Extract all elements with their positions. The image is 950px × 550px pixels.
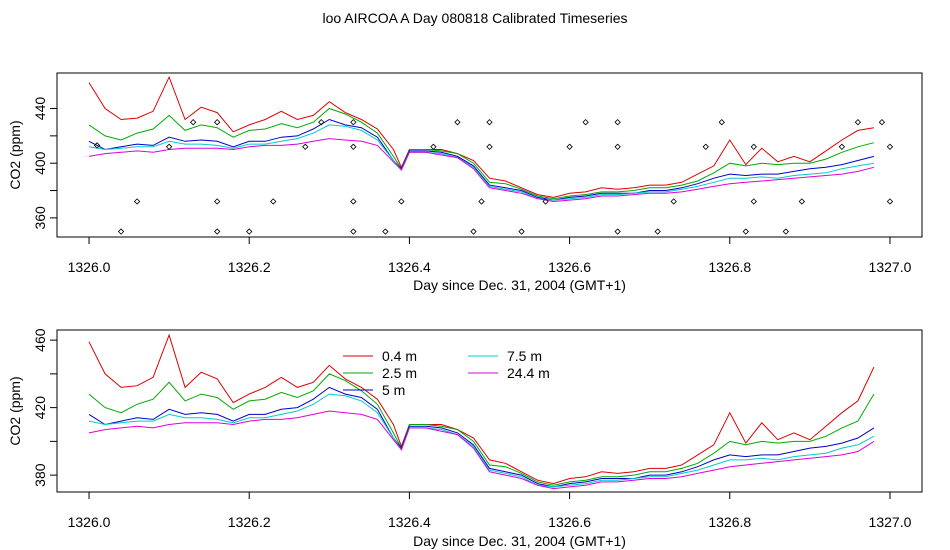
data-point — [270, 198, 277, 205]
data-point — [518, 228, 525, 235]
data-point — [165, 143, 173, 150]
data-point — [886, 198, 894, 205]
series-line-24-4-m — [88, 138, 875, 203]
legend-label: 7.5 m — [507, 348, 542, 364]
data-point — [398, 198, 405, 205]
data-point — [93, 142, 101, 149]
data-point — [486, 119, 493, 126]
x-tick-label: 1327.0 — [869, 259, 912, 275]
x-tick-label: 1327.0 — [869, 514, 912, 530]
data-point — [654, 228, 661, 235]
data-point — [350, 143, 357, 150]
series-line-7-5-m — [88, 124, 874, 201]
data-point — [133, 198, 141, 205]
x-tick-label: 1326.6 — [548, 514, 591, 530]
data-point — [718, 119, 725, 126]
data-point — [886, 143, 894, 150]
legend-label: 2.5 m — [382, 365, 417, 381]
series-line-7-5-m — [88, 393, 875, 488]
data-point — [302, 143, 309, 150]
data-point — [382, 228, 389, 235]
x-tick-label: 1326.2 — [228, 259, 271, 275]
data-point — [614, 228, 621, 235]
series-line-0-4-m — [88, 75, 874, 198]
data-point — [350, 198, 357, 205]
series-line-5-m — [88, 386, 875, 488]
x-tick-label: 1326.4 — [388, 259, 431, 275]
data-point — [117, 228, 125, 235]
x-tick-label: 1326.0 — [68, 514, 111, 530]
bottom-panel: 1326.0 1326.2 1326.4 1326.6 1326.8 1327.0 380 4… — [7, 328, 923, 549]
x-tick-label: 1326.8 — [708, 514, 751, 530]
data-point — [478, 198, 485, 205]
legend: 0.4 m2.5 m5 m 7.5 m24.4 m — [343, 348, 550, 398]
data-point — [486, 143, 493, 150]
data-point — [742, 228, 749, 235]
y-axis-label: CO2 (ppm) — [7, 376, 23, 445]
data-point — [214, 228, 221, 235]
legend-label: 5 m — [382, 382, 405, 398]
x-axis-label: Day since Dec. 31, 2004 (GMT+1) — [413, 533, 626, 549]
data-point — [854, 119, 862, 126]
plot-frame — [56, 72, 923, 238]
series-line-2-5-m — [88, 373, 875, 486]
data-point — [542, 198, 549, 205]
data-point — [470, 228, 477, 235]
x-tick-label: 1326.8 — [708, 259, 751, 275]
data-point — [454, 119, 461, 126]
data-point — [318, 119, 325, 126]
data-point — [750, 143, 757, 150]
data-point — [189, 119, 197, 126]
y-tick-label: 440 — [32, 97, 48, 121]
legend-label: 0.4 m — [382, 348, 417, 364]
data-point — [782, 228, 790, 235]
data-point — [582, 119, 589, 126]
legend-label: 24.4 m — [507, 365, 550, 381]
data-point — [614, 119, 621, 126]
x-tick-label: 1326.0 — [68, 259, 111, 275]
data-point — [214, 119, 221, 126]
y-tick-label: 420 — [32, 396, 48, 420]
x-tick-label: 1326.2 — [228, 514, 271, 530]
x-tick-label: 1326.6 — [548, 259, 591, 275]
series-line-2-5-m — [88, 107, 875, 200]
x-axis-label: Day since Dec. 31, 2004 (GMT+1) — [413, 277, 626, 293]
data-point — [798, 198, 806, 205]
page-title: loo AIRCOA A Day 080818 Calibrated Times… — [322, 10, 628, 26]
data-point — [246, 228, 253, 235]
y-tick-label: 360 — [32, 206, 48, 230]
y-tick-label: 400 — [32, 151, 48, 175]
series-line-0-4-m — [88, 333, 875, 485]
data-point — [670, 198, 677, 205]
y-tick-label: 460 — [32, 328, 48, 352]
data-point — [566, 143, 573, 150]
data-point — [702, 143, 709, 150]
data-point — [350, 119, 357, 126]
x-tick-label: 1326.4 — [388, 514, 431, 530]
plot-frame — [56, 329, 923, 493]
data-point — [350, 228, 357, 235]
top-panel: 1326.0 1326.2 1326.4 1326.6 1326.8 1327.0 360 4… — [7, 72, 923, 293]
series-line-24-4-m — [88, 410, 875, 490]
y-tick-label: 380 — [32, 463, 48, 487]
data-point — [214, 198, 221, 205]
data-point — [750, 198, 757, 205]
y-axis-label: CO2 (ppm) — [7, 120, 23, 189]
data-point — [878, 119, 886, 126]
series-line-5-m — [88, 118, 875, 201]
data-point — [838, 143, 846, 150]
data-point — [430, 143, 437, 150]
data-point — [614, 143, 621, 150]
